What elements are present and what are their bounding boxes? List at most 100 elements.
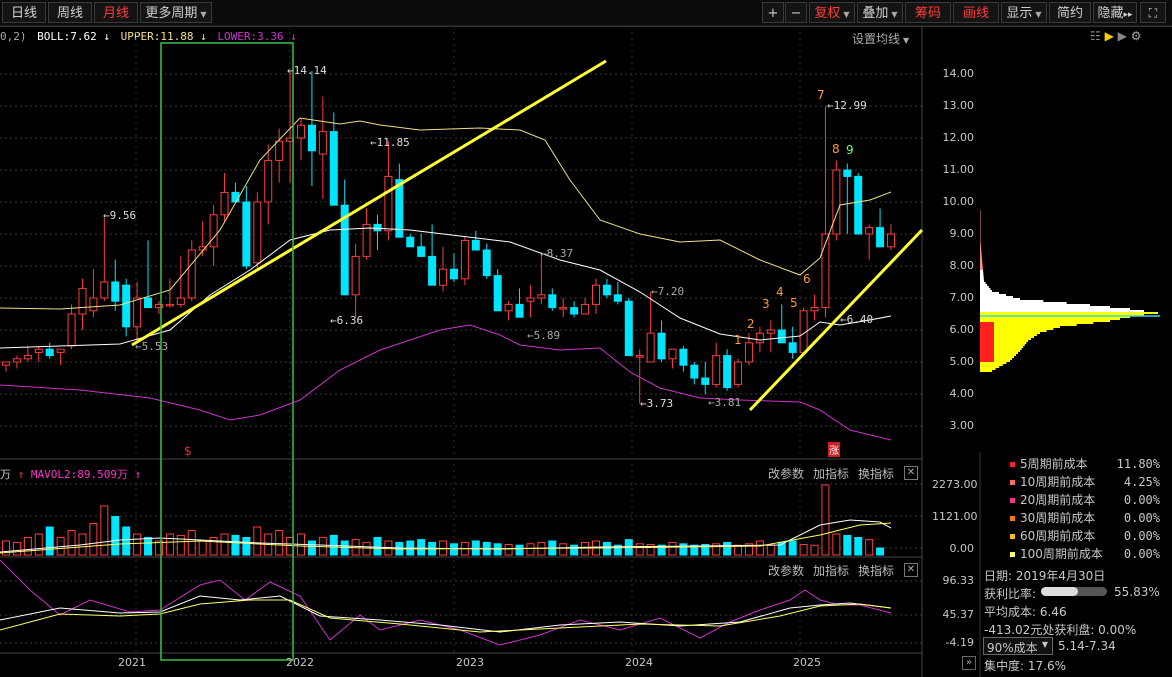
more-periods-label: 更多周期 bbox=[145, 6, 198, 21]
chip-bar bbox=[980, 270, 984, 272]
chip-bar bbox=[980, 248, 982, 250]
chip-bar bbox=[980, 238, 981, 240]
candle-body bbox=[723, 355, 732, 389]
volume-bar bbox=[690, 544, 699, 556]
volume-arrow-icon: ↑ bbox=[17, 468, 25, 481]
overlay-button[interactable]: 叠加 ▼ bbox=[857, 2, 903, 23]
osc-switch-indicator-button[interactable]: 换指标 bbox=[858, 564, 895, 578]
play-icon[interactable]: ▶ bbox=[1117, 29, 1127, 43]
candle-body bbox=[23, 355, 32, 360]
boll-header: 0,2) BOLL:7.62 ↓ UPPER:11.88 ↓ LOWER:3.3… bbox=[0, 30, 297, 43]
candle-body bbox=[242, 201, 251, 267]
expand-icon[interactable]: ⛶ bbox=[1140, 2, 1166, 23]
ma-settings-button[interactable]: 设置均线 ▼ bbox=[852, 30, 909, 47]
volume-tick: 1121.00 bbox=[932, 510, 978, 523]
volume-bar bbox=[799, 544, 808, 556]
chip-bar bbox=[980, 324, 1077, 326]
volume-bar bbox=[231, 534, 240, 556]
cost-row-label: 100周期前成本 bbox=[1020, 547, 1103, 561]
adjust-button[interactable]: 复权 ▼ bbox=[809, 2, 855, 23]
osc-params-button[interactable]: 改参数 bbox=[768, 564, 805, 578]
chips-button[interactable]: 筹码 bbox=[905, 2, 951, 23]
hide-button[interactable]: 隐藏▸▸ bbox=[1093, 2, 1137, 23]
chip-bar bbox=[980, 352, 1018, 354]
volume-unit: 万 bbox=[0, 468, 11, 481]
sequence-count: 9 bbox=[846, 143, 854, 157]
more-periods-dropdown[interactable]: 更多周期 ▼ bbox=[140, 2, 212, 23]
volume-bar bbox=[187, 530, 196, 556]
price-tick: 12.00 bbox=[942, 131, 975, 144]
cost-row-pct: 0.00% bbox=[1123, 529, 1160, 543]
volume-bar bbox=[176, 534, 185, 556]
cost-row-label: 5周期前成本 bbox=[1020, 457, 1088, 471]
time-tick: 2024 bbox=[625, 656, 653, 669]
close-icon[interactable]: ✕ bbox=[904, 563, 918, 577]
color-swatch bbox=[1010, 498, 1015, 503]
candle-body bbox=[297, 124, 305, 139]
flag-icon[interactable]: ▶ bbox=[1104, 29, 1114, 43]
cost-range-select[interactable]: 90%成本 ▼ bbox=[983, 637, 1053, 655]
double-arrow-icon: ▸▸ bbox=[1123, 10, 1133, 20]
volume-bar bbox=[723, 541, 732, 556]
volume-bar bbox=[515, 544, 524, 556]
chip-bar bbox=[980, 228, 981, 230]
price-annotation: ←12.99 bbox=[827, 99, 867, 112]
volume-bar bbox=[832, 533, 841, 556]
cost-row-label: 60周期前成本 bbox=[1020, 529, 1096, 543]
hide-label: 隐藏 bbox=[1097, 6, 1124, 21]
cost-row-pct: 0.00% bbox=[1123, 493, 1160, 507]
candle-body bbox=[537, 294, 546, 299]
cost-row-label: 10周期前成本 bbox=[1020, 475, 1096, 489]
volume-bar bbox=[307, 540, 316, 556]
vol-ma-line bbox=[0, 522, 892, 554]
sequence-count: 3 bbox=[762, 297, 770, 311]
volume-bars bbox=[0, 484, 892, 556]
chevron-down-icon: ▼ bbox=[1035, 10, 1042, 19]
vol-switch-indicator-button[interactable]: 换指标 bbox=[858, 467, 895, 481]
tab-daily[interactable]: 日线 bbox=[2, 2, 46, 23]
osc-add-indicator-button[interactable]: 加指标 bbox=[813, 564, 850, 578]
volume-bar bbox=[417, 539, 426, 556]
time-tick: 2021 bbox=[118, 656, 146, 669]
chip-bar bbox=[980, 356, 1014, 358]
candle-body bbox=[744, 342, 753, 363]
price-tick: 11.00 bbox=[942, 163, 975, 176]
sequence-count: 2 bbox=[747, 317, 755, 331]
volume-bar bbox=[111, 516, 120, 556]
close-icon[interactable]: ✕ bbox=[904, 466, 918, 480]
draw-line-button[interactable]: 画线 bbox=[953, 2, 999, 23]
chip-bar bbox=[980, 328, 1054, 330]
vol-params-button[interactable]: 改参数 bbox=[768, 467, 805, 481]
cost-range-select-value: 90%成本 bbox=[987, 641, 1038, 655]
chip-bar bbox=[980, 290, 992, 292]
panel-icon[interactable]: ☷ bbox=[1090, 29, 1101, 43]
candle-body bbox=[581, 303, 590, 315]
chip-bar bbox=[980, 242, 981, 244]
candle-body bbox=[264, 159, 273, 203]
tab-weekly[interactable]: 周线 bbox=[48, 2, 92, 23]
chip-bar bbox=[980, 366, 1000, 368]
chip-bar bbox=[980, 266, 983, 268]
chip-bar bbox=[980, 226, 981, 228]
highlight-box bbox=[160, 42, 294, 661]
zoom-out-button[interactable]: − bbox=[785, 2, 807, 23]
volume-bar bbox=[144, 537, 153, 556]
settings-icon[interactable]: ⚙ bbox=[1130, 29, 1142, 43]
candle-body bbox=[340, 204, 349, 296]
price-annotation: ←14.14 bbox=[287, 64, 327, 77]
candle-body bbox=[602, 284, 611, 296]
ma-settings-label: 设置均线 bbox=[852, 32, 901, 46]
chevron-down-icon: ▼ bbox=[200, 10, 207, 19]
display-button[interactable]: 显示 ▼ bbox=[1001, 2, 1047, 23]
tab-monthly[interactable]: 月线 bbox=[94, 2, 138, 23]
volume-bar bbox=[154, 540, 163, 556]
zoom-in-button[interactable]: + bbox=[762, 2, 784, 23]
scroll-right-icon[interactable]: » bbox=[962, 656, 976, 670]
price-tick: 8.00 bbox=[949, 259, 975, 272]
volume-tick: 0.00 bbox=[949, 542, 975, 555]
volume-bar bbox=[253, 526, 262, 556]
vol-add-indicator-button[interactable]: 加指标 bbox=[813, 467, 850, 481]
simple-button[interactable]: 简约 bbox=[1049, 2, 1091, 23]
volume-bar bbox=[854, 537, 863, 556]
